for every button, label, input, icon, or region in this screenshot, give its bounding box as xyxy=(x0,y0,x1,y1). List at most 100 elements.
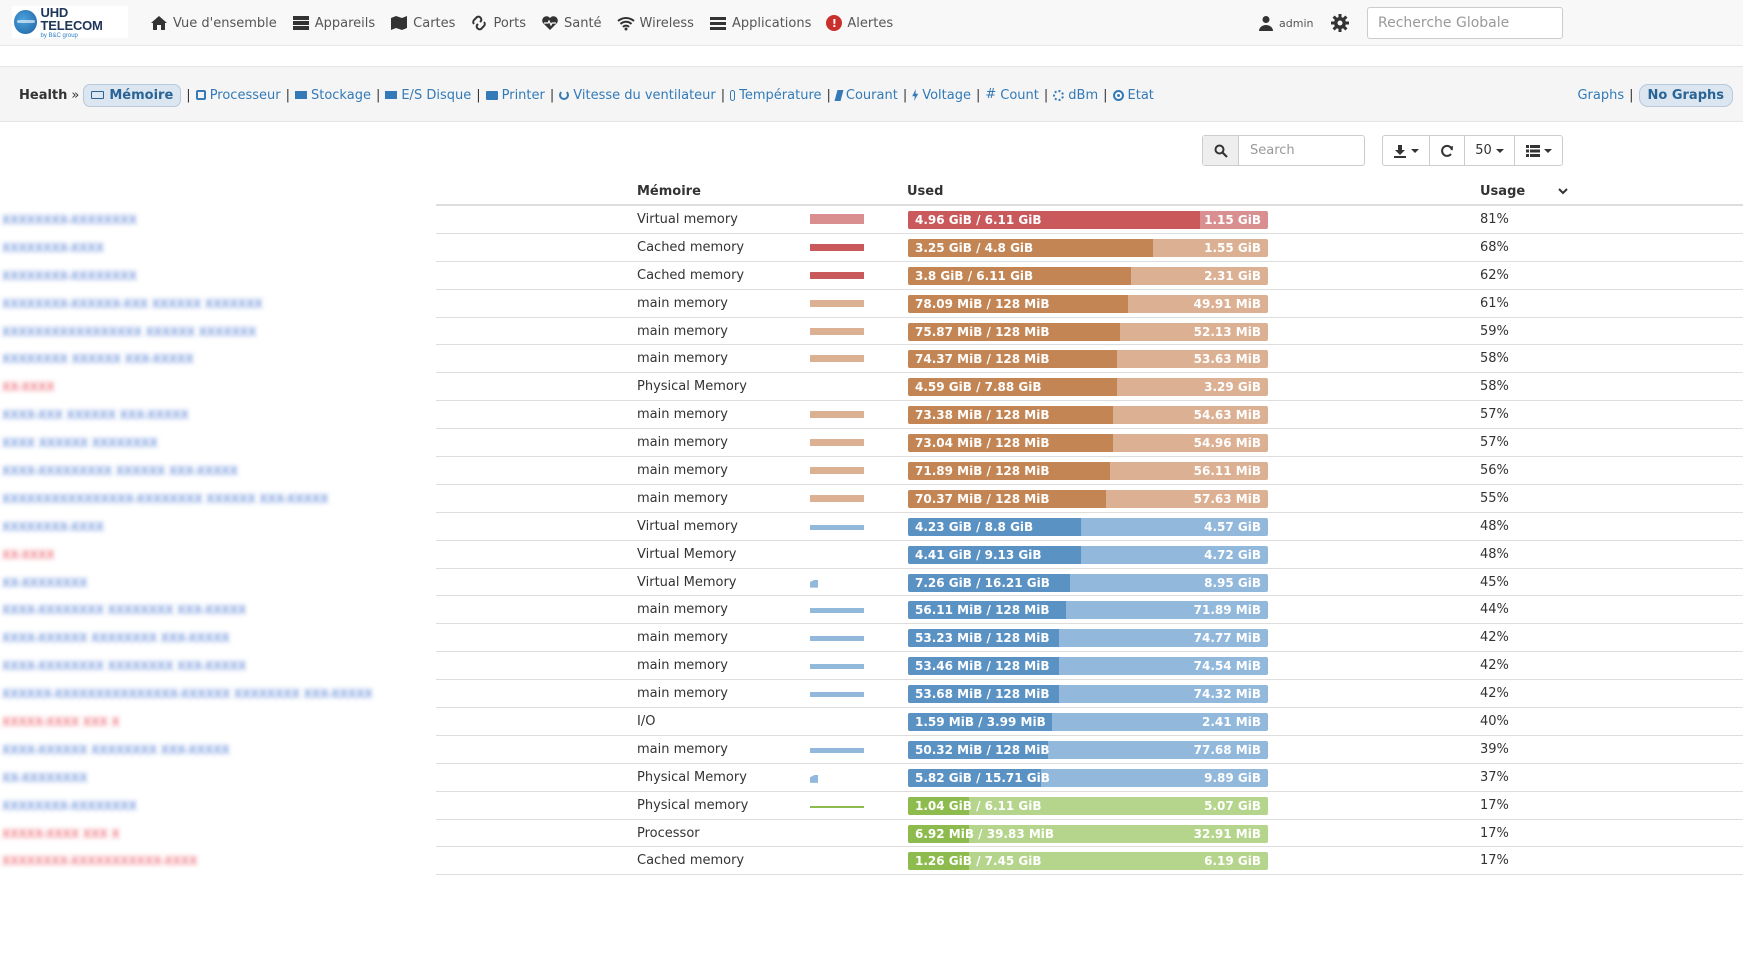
usage-bar[interactable]: 1.59 MiB / 3.99 MiB 2.41 MiB xyxy=(908,713,1268,732)
device-link[interactable]: XXXXX-XXXX XXX X xyxy=(0,708,430,736)
usage-bar[interactable]: 73.38 MiB / 128 MiB 54.63 MiB xyxy=(908,406,1268,425)
sparkline[interactable] xyxy=(810,664,864,670)
device-link[interactable]: XXXXXXXXXXXXXXXXX XXXXXX XXXXXXX xyxy=(0,318,430,346)
sparkline[interactable] xyxy=(810,747,864,753)
sparkline[interactable] xyxy=(810,243,864,251)
tab-fanspeed[interactable]: Vitesse du ventilateur xyxy=(559,88,716,103)
usage-bar[interactable]: 50.32 MiB / 128 MiB 77.68 MiB xyxy=(908,740,1268,759)
usage-bar[interactable]: 78.09 MiB / 128 MiB 49.91 MiB xyxy=(908,294,1268,313)
table-row[interactable]: Physical Memory 5.82 GiB / 15.71 GiB 9.89 … xyxy=(436,764,1743,792)
usage-bar[interactable]: 74.37 MiB / 128 MiB 53.63 MiB xyxy=(908,350,1268,369)
tab-voltage[interactable]: Voltage xyxy=(912,88,971,103)
sparkline[interactable] xyxy=(810,355,864,363)
usage-bar[interactable]: 4.59 GiB / 7.88 GiB 3.29 GiB xyxy=(908,378,1268,397)
sparkline[interactable] xyxy=(810,636,864,642)
usage-bar[interactable]: 4.96 GiB / 6.11 GiB 1.15 GiB xyxy=(908,211,1268,229)
usage-bar[interactable]: 70.37 MiB / 128 MiB 57.63 MiB xyxy=(908,489,1268,508)
refresh-button[interactable] xyxy=(1430,136,1465,165)
search-button[interactable] xyxy=(1203,136,1239,165)
usage-bar[interactable]: 1.26 GiB / 7.45 GiB 6.19 GiB xyxy=(908,852,1268,871)
column-used[interactable]: Used xyxy=(907,184,944,199)
device-link[interactable]: XXXX-XXXXXX XXXXXXXX XXX-XXXXX xyxy=(0,736,430,764)
sort-desc-icon[interactable] xyxy=(1558,188,1568,195)
usage-bar[interactable]: 5.82 GiB / 15.71 GiB 9.89 GiB xyxy=(908,768,1268,787)
table-row[interactable]: main memory 71.89 MiB / 128 MiB 56.11 MiB 5… xyxy=(436,457,1743,485)
tab-storage[interactable]: Stockage xyxy=(294,88,371,103)
table-row[interactable]: Virtual Memory 7.26 GiB / 16.21 GiB 8.95 G… xyxy=(436,569,1743,597)
device-link[interactable]: XX-XXXX xyxy=(0,541,430,569)
global-search-input[interactable]: Recherche Globale xyxy=(1367,7,1563,39)
tab-temperature[interactable]: Température xyxy=(730,88,822,103)
usage-bar[interactable]: 75.87 MiB / 128 MiB 52.13 MiB xyxy=(908,322,1268,341)
device-link[interactable]: XX-XXXXXXXX xyxy=(0,764,430,792)
usage-bar[interactable]: 53.68 MiB / 128 MiB 74.32 MiB xyxy=(908,685,1268,704)
tab-state[interactable]: Etat xyxy=(1112,88,1154,103)
device-link[interactable]: XXXXXXXXXXXXXXXX-XXXXXXXX XXXXXX XXX-XXX… xyxy=(0,485,430,513)
graphs-link[interactable]: Graphs xyxy=(1577,87,1625,103)
sparkline[interactable] xyxy=(810,805,864,808)
table-row[interactable]: main memory 50.32 MiB / 128 MiB 77.68 MiB 3… xyxy=(436,736,1743,764)
table-row[interactable]: main memory 53.68 MiB / 128 MiB 74.32 MiB 4… xyxy=(436,680,1743,709)
tab-dbm[interactable]: dBm xyxy=(1053,88,1098,103)
table-row[interactable]: Cached memory 1.26 GiB / 7.45 GiB 6.19 GiB… xyxy=(436,847,1743,876)
usage-bar[interactable]: 56.11 MiB / 128 MiB 71.89 MiB xyxy=(908,601,1268,620)
tab-current[interactable]: Courant xyxy=(834,88,898,103)
nav-overview[interactable]: Vue d'ensemble xyxy=(150,15,277,31)
nav-alerts[interactable]: ! Alertes xyxy=(826,15,893,31)
table-row[interactable]: Virtual Memory 4.41 GiB / 9.13 GiB 4.72 Gi… xyxy=(436,541,1743,569)
brand-logo[interactable]: UHD TELECOM by B&C group xyxy=(12,6,128,39)
table-row[interactable]: main memory 73.04 MiB / 128 MiB 54.96 MiB 5… xyxy=(436,429,1743,458)
table-row[interactable]: Cached memory 3.25 GiB / 4.8 GiB 1.55 GiB 6… xyxy=(436,234,1743,262)
table-row[interactable]: main memory 78.09 MiB / 128 MiB 49.91 MiB 6… xyxy=(436,290,1743,318)
usage-bar[interactable]: 6.92 MiB / 39.83 MiB 32.91 MiB xyxy=(908,824,1268,843)
device-link[interactable]: XXXXXXXX-XXXXXXXX xyxy=(0,792,430,820)
no-graphs-button[interactable]: No Graphs xyxy=(1638,83,1733,107)
usage-bar[interactable]: 53.23 MiB / 128 MiB 74.77 MiB xyxy=(908,629,1268,648)
sparkline[interactable] xyxy=(810,494,864,502)
sparkline[interactable] xyxy=(810,692,864,698)
sparkline[interactable] xyxy=(810,579,818,588)
usage-bar[interactable]: 4.41 GiB / 9.13 GiB 4.72 GiB xyxy=(908,545,1268,564)
device-link[interactable]: XXXXX-XXXX XXX X xyxy=(0,820,430,848)
table-row[interactable]: I/O 1.59 MiB / 3.99 MiB 2.41 MiB 40% xyxy=(436,708,1743,736)
table-row[interactable]: main memory 70.37 MiB / 128 MiB 57.63 MiB 5… xyxy=(436,485,1743,513)
nav-wireless[interactable]: Wireless xyxy=(616,15,694,31)
usage-bar[interactable]: 1.04 GiB / 6.11 GiB 5.07 GiB xyxy=(908,796,1268,815)
sparkline[interactable] xyxy=(810,524,864,530)
device-link[interactable]: XXXXXXXX-XXXX xyxy=(0,234,430,262)
table-row[interactable]: Physical memory 1.04 GiB / 6.11 GiB 5.07 G… xyxy=(436,792,1743,820)
device-link[interactable]: XXXX-XXXXXXXX XXXXXXXX XXX-XXXXX xyxy=(0,652,430,680)
nav-health[interactable]: Santé xyxy=(541,15,602,31)
nav-applications[interactable]: Applications xyxy=(709,15,811,31)
table-row[interactable]: main memory 56.11 MiB / 128 MiB 71.89 MiB 4… xyxy=(436,596,1743,625)
usage-bar[interactable]: 3.8 GiB / 6.11 GiB 2.31 GiB xyxy=(908,266,1268,285)
tab-processor[interactable]: Processeur xyxy=(195,88,281,103)
gear-icon[interactable] xyxy=(1330,13,1350,33)
usage-bar[interactable]: 53.46 MiB / 128 MiB 74.54 MiB xyxy=(908,657,1268,676)
device-link[interactable]: XXXXXXXX-XXXXXX-XXX XXXXXX XXXXXXX xyxy=(0,290,430,318)
user-menu[interactable]: admin xyxy=(1258,0,1313,46)
device-link[interactable]: XXXXXXXX-XXXXXXXX xyxy=(0,262,430,290)
column-memoire[interactable]: Mémoire xyxy=(637,184,701,199)
device-link[interactable]: XXXX-XXXXXXXXX XXXXXX XXX-XXXXX xyxy=(0,457,430,485)
table-row[interactable]: Virtual memory 4.96 GiB / 6.11 GiB 1.15 Gi… xyxy=(436,206,1743,234)
device-link[interactable]: XXXX-XXXXXX XXXXXXXX XXX-XXXXX xyxy=(0,624,430,652)
columns-button[interactable] xyxy=(1515,136,1562,165)
page-size-select[interactable]: 50 xyxy=(1465,136,1515,165)
sparkline[interactable] xyxy=(810,439,864,447)
table-row[interactable]: Physical Memory 4.59 GiB / 7.88 GiB 3.29 G… xyxy=(436,373,1743,402)
nav-maps[interactable]: Cartes xyxy=(390,15,455,31)
device-link[interactable]: XXXX XXXXXX XXXXXXXX xyxy=(0,429,430,457)
device-link[interactable]: XX-XXXX xyxy=(0,373,430,401)
table-row[interactable]: main memory 53.23 MiB / 128 MiB 74.77 MiB 4… xyxy=(436,624,1743,653)
tab-count[interactable]: # Count xyxy=(985,88,1039,103)
sparkline[interactable] xyxy=(810,214,864,224)
device-link[interactable]: XXXXXXXX XXXXXX XXX-XXXXX xyxy=(0,345,430,373)
sparkline[interactable] xyxy=(810,327,864,335)
table-row[interactable]: Processor 6.92 MiB / 39.83 MiB 32.91 MiB 17… xyxy=(436,820,1743,848)
device-link[interactable]: XXXXXXXX-XXXXXXXXXXX-XXXX xyxy=(0,847,430,875)
device-link[interactable]: XXXXXXXX-XXXX xyxy=(0,513,430,541)
table-row[interactable]: main memory 75.87 MiB / 128 MiB 52.13 MiB 5… xyxy=(436,318,1743,346)
usage-bar[interactable]: 73.04 MiB / 128 MiB 54.96 MiB xyxy=(908,434,1268,453)
device-link[interactable]: XXXXXX-XXXXXXXXXXXXXXX-XXXXXX XXXXXXXX X… xyxy=(0,680,430,708)
